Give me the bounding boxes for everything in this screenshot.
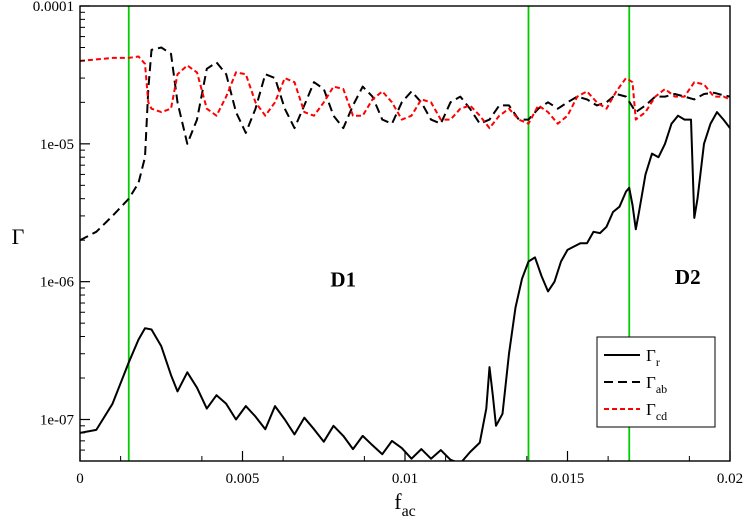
legend-label-r: Γr: [646, 346, 660, 369]
legend-label-sub: ab: [656, 382, 667, 396]
x-tick-label: 0.005: [226, 471, 260, 487]
y-tick-label: 1e-07: [40, 413, 75, 429]
legend-label-sub: cd: [656, 409, 667, 423]
annotations: D1 D2: [330, 265, 700, 292]
y-tick-label: 1e-05: [40, 137, 74, 153]
series-line-ab: [80, 46, 730, 242]
legend-label-ab: Γab: [646, 373, 667, 396]
legend-label-main: Γ: [646, 346, 656, 365]
x-axis-label-sub: ac: [402, 503, 416, 520]
legend-label-main: Γ: [646, 373, 656, 392]
x-tick-label: 0: [76, 471, 84, 487]
series-layer: [80, 46, 730, 461]
y-axis-ticks: 1e-07 1e-06 1e-05 0.0001: [33, 0, 90, 451]
legend-label-main: Γ: [646, 400, 656, 419]
legend-box: [596, 336, 716, 428]
legend-label-cd: Γcd: [646, 400, 667, 423]
y-tick-label: 1e-06: [40, 275, 75, 291]
vertical-marker-lines: [127, 6, 631, 461]
series-line-r: [80, 111, 730, 461]
legend-label-sub: r: [656, 355, 660, 369]
x-axis-label-main: f: [394, 489, 402, 514]
y-axis-label: Γ: [12, 224, 25, 249]
x-tick-label: 0.015: [551, 471, 585, 487]
x-tick-label: 0.02: [717, 471, 743, 487]
x-axis-ticks: 0 0.005 0.01 0.015 0.02: [76, 451, 743, 487]
y-tick-label: 0.0001: [33, 0, 74, 15]
series-line-cd: [80, 55, 730, 130]
x-tick-label: 0.01: [392, 471, 418, 487]
x-axis-label: fac: [394, 489, 416, 520]
region-label-d1: D1: [330, 268, 356, 292]
region-label-d2: D2: [675, 265, 701, 289]
